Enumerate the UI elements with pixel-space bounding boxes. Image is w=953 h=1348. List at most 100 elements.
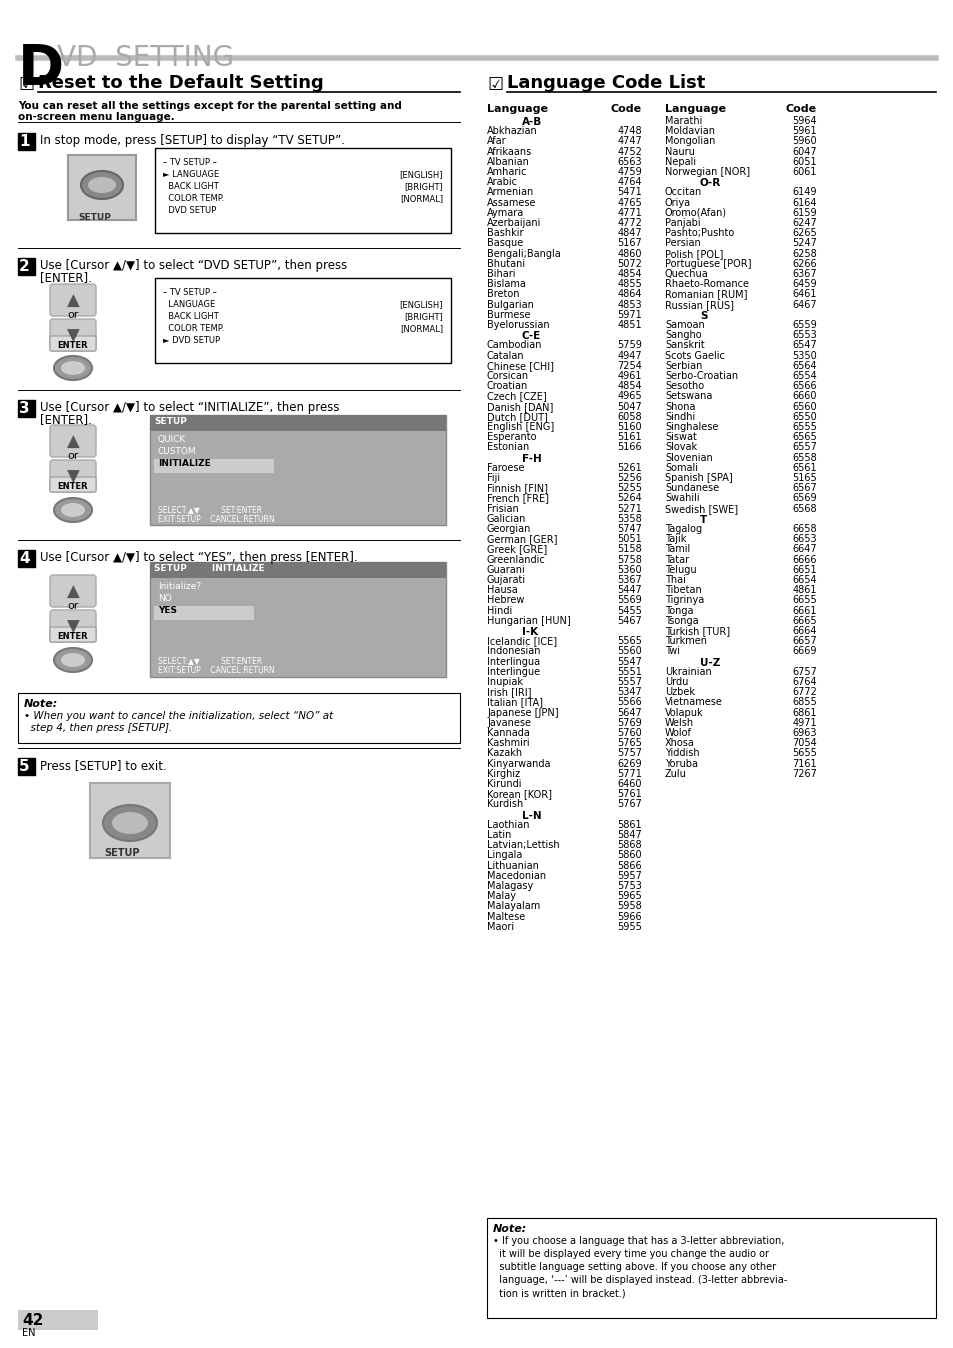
Text: Arabic: Arabic	[486, 177, 517, 187]
Text: EXIT:SETUP    CANCEL:RETURN: EXIT:SETUP CANCEL:RETURN	[158, 666, 274, 675]
Text: Icelandic [ICE]: Icelandic [ICE]	[486, 636, 557, 646]
Text: Czech [CZE]: Czech [CZE]	[486, 391, 546, 402]
Text: Ukrainian: Ukrainian	[664, 667, 711, 677]
Text: Mongolian: Mongolian	[664, 136, 715, 147]
Text: 4771: 4771	[617, 208, 641, 218]
FancyBboxPatch shape	[18, 693, 459, 743]
Text: Persian: Persian	[664, 239, 700, 248]
FancyBboxPatch shape	[153, 607, 253, 620]
Text: 3: 3	[19, 400, 30, 417]
Text: 6265: 6265	[791, 228, 816, 239]
Text: ☑: ☑	[486, 75, 502, 94]
Text: COLOR TEMP.: COLOR TEMP.	[163, 324, 224, 333]
Text: Telugu: Telugu	[664, 565, 696, 574]
Text: Lingala: Lingala	[486, 851, 522, 860]
Text: INITIALIZE: INITIALIZE	[158, 460, 211, 468]
Text: 6558: 6558	[791, 453, 816, 462]
Text: Moldavian: Moldavian	[664, 127, 714, 136]
Text: COLOR TEMP.: COLOR TEMP.	[163, 194, 224, 204]
Text: Faroese: Faroese	[486, 462, 524, 473]
Text: Tonga: Tonga	[664, 605, 693, 616]
Text: • If you choose a language that has a 3-letter abbreviation,: • If you choose a language that has a 3-…	[493, 1236, 783, 1246]
Text: 4772: 4772	[617, 218, 641, 228]
Text: 5347: 5347	[617, 687, 641, 697]
Text: 6553: 6553	[791, 330, 816, 340]
Text: 4847: 4847	[617, 228, 641, 239]
Text: Malayalam: Malayalam	[486, 902, 539, 911]
Text: 5955: 5955	[617, 922, 641, 931]
Text: [BRIGHT]: [BRIGHT]	[404, 311, 442, 321]
Text: 42: 42	[22, 1313, 43, 1328]
Text: 5447: 5447	[617, 585, 641, 596]
Text: Language: Language	[664, 104, 725, 115]
Text: 4759: 4759	[617, 167, 641, 177]
Text: Tsonga: Tsonga	[664, 616, 698, 625]
Text: 5051: 5051	[617, 534, 641, 545]
Text: Afrikaans: Afrikaans	[486, 147, 532, 156]
Text: 5467: 5467	[617, 616, 641, 625]
Text: Inupiak: Inupiak	[486, 677, 522, 687]
Text: 6247: 6247	[791, 218, 816, 228]
Text: Latin: Latin	[486, 830, 511, 840]
Ellipse shape	[88, 177, 116, 193]
Text: ▲: ▲	[67, 433, 79, 452]
Text: 6655: 6655	[791, 596, 816, 605]
Text: Zulu: Zulu	[664, 768, 686, 779]
Text: 5861: 5861	[617, 820, 641, 830]
Text: 5769: 5769	[617, 717, 641, 728]
FancyBboxPatch shape	[154, 148, 451, 233]
Text: 5866: 5866	[617, 860, 641, 871]
Text: • When you want to cancel the initialization, select “NO” at: • When you want to cancel the initializa…	[24, 710, 333, 721]
FancyBboxPatch shape	[50, 336, 96, 350]
Text: 6461: 6461	[792, 290, 816, 299]
Text: You can reset all the settings except for the parental setting and: You can reset all the settings except fo…	[18, 101, 401, 111]
Text: 5160: 5160	[617, 422, 641, 431]
Text: SETUP        INITIALIZE: SETUP INITIALIZE	[153, 563, 264, 573]
Text: 4853: 4853	[617, 299, 641, 310]
Text: Polish [POL]: Polish [POL]	[664, 248, 722, 259]
Text: Latvian;Lettish: Latvian;Lettish	[486, 840, 559, 851]
Text: 5759: 5759	[617, 341, 641, 350]
Text: [ENTER].: [ENTER].	[40, 271, 91, 284]
Text: ENTER: ENTER	[57, 483, 89, 491]
FancyBboxPatch shape	[18, 257, 35, 275]
Text: Singhalese: Singhalese	[664, 422, 718, 431]
Text: Slovak: Slovak	[664, 442, 697, 453]
Text: Sundanese: Sundanese	[664, 483, 719, 493]
Text: 5551: 5551	[617, 667, 641, 677]
Text: 6266: 6266	[792, 259, 816, 268]
Text: ▼: ▼	[67, 617, 79, 636]
Text: 5158: 5158	[617, 545, 641, 554]
Text: 4947: 4947	[617, 350, 641, 361]
Text: 2: 2	[19, 259, 30, 274]
Text: Amharic: Amharic	[486, 167, 527, 177]
Text: Danish [DAN]: Danish [DAN]	[486, 402, 553, 411]
Text: 5971: 5971	[617, 310, 641, 319]
Text: – TV SETUP –: – TV SETUP –	[163, 288, 216, 297]
Text: 4971: 4971	[792, 717, 816, 728]
Text: EXIT:SETUP    CANCEL:RETURN: EXIT:SETUP CANCEL:RETURN	[158, 515, 274, 524]
Text: Corsican: Corsican	[486, 371, 529, 381]
Text: In stop mode, press [SETUP] to display “TV SETUP”.: In stop mode, press [SETUP] to display “…	[40, 133, 345, 147]
Text: 6665: 6665	[792, 616, 816, 625]
Text: Greek [GRE]: Greek [GRE]	[486, 545, 547, 554]
Text: Lithuanian: Lithuanian	[486, 860, 538, 871]
Text: 5471: 5471	[617, 187, 641, 197]
Text: Gujarati: Gujarati	[486, 576, 525, 585]
Text: Korean [KOR]: Korean [KOR]	[486, 789, 552, 799]
Text: Kurdish: Kurdish	[486, 799, 522, 809]
Text: 5557: 5557	[617, 677, 641, 687]
Text: on-screen menu language.: on-screen menu language.	[18, 112, 174, 123]
Text: Maltese: Maltese	[486, 911, 525, 922]
Text: Bislama: Bislama	[486, 279, 525, 290]
Ellipse shape	[103, 805, 157, 841]
Text: Use [Cursor ▲/▼] to select “YES”, then press [ENTER].: Use [Cursor ▲/▼] to select “YES”, then p…	[40, 551, 357, 563]
Text: Code: Code	[610, 104, 641, 115]
Ellipse shape	[61, 652, 85, 667]
Text: 6654: 6654	[792, 576, 816, 585]
FancyBboxPatch shape	[18, 400, 35, 417]
Text: O-R: O-R	[700, 178, 720, 189]
Text: Breton: Breton	[486, 290, 519, 299]
Text: 6459: 6459	[792, 279, 816, 290]
Text: 5757: 5757	[617, 748, 641, 759]
